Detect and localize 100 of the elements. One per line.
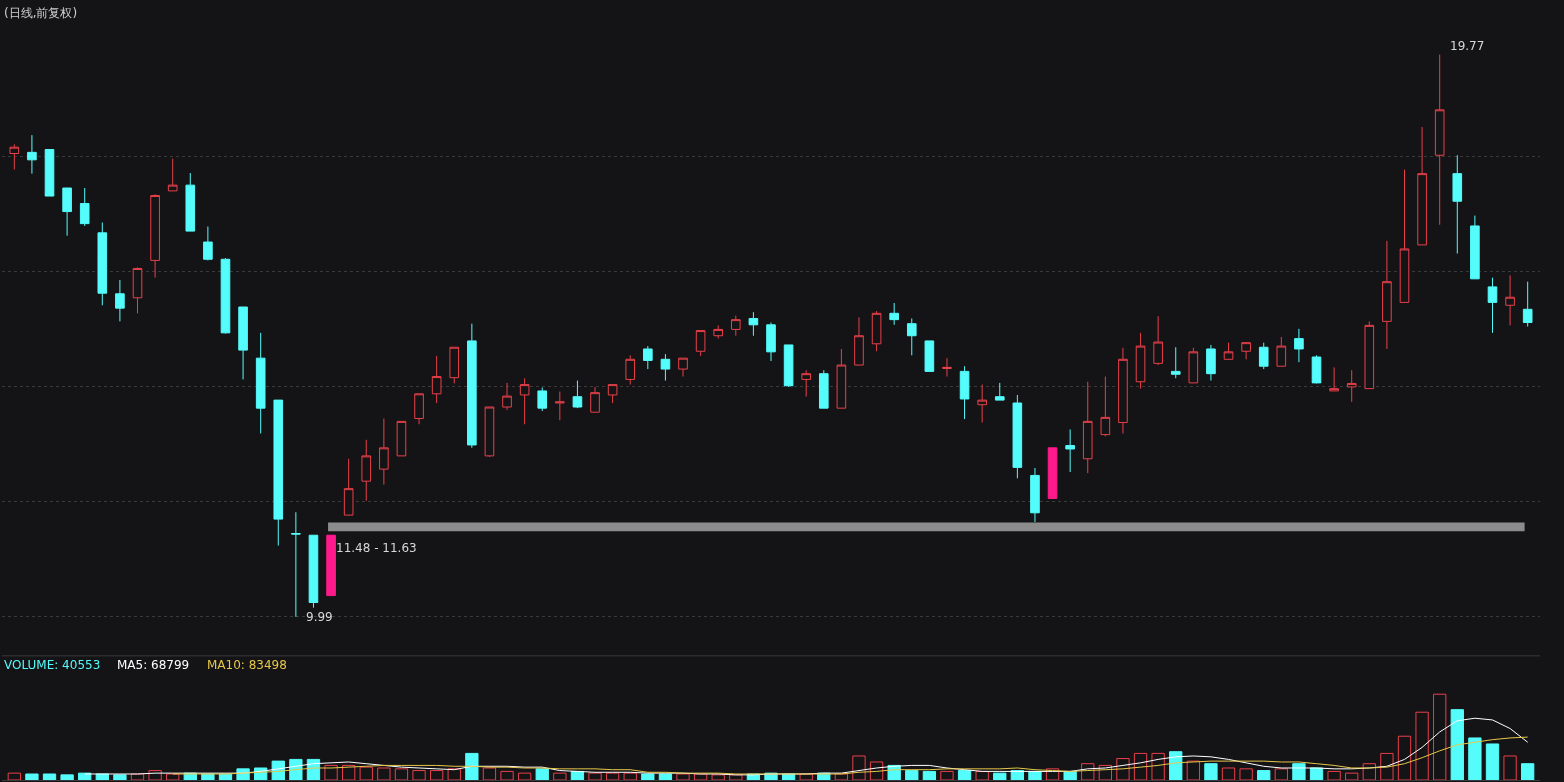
candlestick [889, 302, 899, 326]
candlestick [1346, 369, 1357, 403]
candlestick [590, 386, 600, 413]
candlestick [1170, 346, 1181, 379]
candlestick [924, 340, 935, 372]
candlestick [1206, 344, 1216, 382]
candlestick [308, 534, 319, 609]
candlestick [1135, 332, 1146, 390]
text: MA10: 83498 [207, 658, 287, 672]
candlestick [1082, 381, 1093, 474]
candlestick [1118, 347, 1128, 434]
bar [1521, 763, 1535, 780]
bar [535, 768, 549, 780]
bar [1485, 743, 1500, 780]
candlestick [79, 187, 90, 227]
candlestick [1522, 281, 1533, 328]
text: MA5: 68799 [117, 658, 190, 672]
text: VOLUME: 40553 [4, 658, 101, 672]
candlestick [660, 353, 671, 382]
bar [905, 770, 919, 780]
bar [465, 752, 479, 780]
bar [641, 773, 655, 780]
candlestick [431, 355, 442, 404]
candlestick [1470, 215, 1480, 280]
candlestick [1417, 126, 1427, 246]
band-label: 11.48 - 11.63 [336, 541, 417, 555]
chart-title: (日线,前复权) [4, 6, 78, 20]
candlestick [97, 221, 108, 306]
bar [957, 770, 972, 780]
candlestick [1294, 328, 1304, 363]
candlestick [730, 315, 741, 337]
candlestick [625, 354, 636, 386]
bar [1257, 770, 1271, 780]
candlestick [1329, 366, 1339, 392]
candlestick [238, 306, 248, 380]
candlestick [1452, 154, 1463, 255]
candlestick [467, 323, 477, 449]
candlestick [959, 365, 970, 420]
candlestick [150, 193, 160, 279]
candlestick [62, 187, 72, 237]
candlestick [1276, 336, 1287, 367]
candlestick [379, 418, 389, 486]
candlestick [326, 534, 336, 597]
bar [1169, 751, 1183, 780]
candlestick [801, 369, 812, 398]
bar [1204, 763, 1218, 780]
candlestick [977, 384, 987, 424]
candlestick [1258, 342, 1269, 370]
candlestick [273, 399, 284, 547]
candlestick [185, 172, 196, 232]
candlestick [994, 382, 1005, 401]
candlestick [713, 324, 724, 340]
bar [1450, 709, 1464, 780]
candlestick [1382, 240, 1392, 350]
candlestick [167, 158, 178, 192]
candlestick [44, 148, 55, 197]
candlestick [643, 345, 653, 370]
candlestick [1065, 428, 1075, 473]
candlestick [942, 357, 952, 378]
bar [113, 774, 127, 780]
candlestick [291, 511, 301, 618]
candlestick [220, 257, 231, 334]
candlestick [1364, 320, 1375, 390]
candlestick [1100, 376, 1111, 437]
candlestick [906, 317, 917, 356]
candlestick [502, 382, 512, 411]
candlestick [449, 346, 460, 384]
candlestick [678, 357, 688, 378]
candlestick [1153, 315, 1163, 366]
candlestick [766, 322, 776, 362]
candlestick [783, 344, 794, 388]
candlestick [115, 279, 125, 322]
candlestick [132, 266, 143, 314]
bar [1468, 737, 1482, 780]
candlestick [555, 391, 565, 421]
bar [658, 773, 673, 780]
bar [42, 773, 57, 780]
candlestick [1030, 467, 1040, 523]
candlestick [1434, 54, 1445, 226]
candlestick [255, 332, 266, 434]
candlestick [361, 439, 372, 502]
candlestick [1505, 274, 1515, 326]
candlestick [1241, 342, 1251, 360]
text: 19.77 [1450, 39, 1485, 53]
candlestick [871, 310, 882, 352]
candlestick [9, 143, 20, 171]
candlestick [537, 386, 548, 412]
candlestick [854, 316, 864, 366]
candlestick [748, 311, 759, 337]
candlestick [695, 330, 706, 357]
candlestick [836, 348, 847, 409]
candlestick [203, 226, 213, 261]
candlestick [396, 420, 407, 457]
candlestick [1047, 447, 1058, 499]
candlestick [343, 458, 354, 516]
annotation: 9.99 [306, 610, 333, 624]
bar [922, 770, 937, 780]
candlestick [484, 406, 495, 458]
candlestick [1311, 354, 1322, 384]
candlestick [27, 134, 37, 175]
